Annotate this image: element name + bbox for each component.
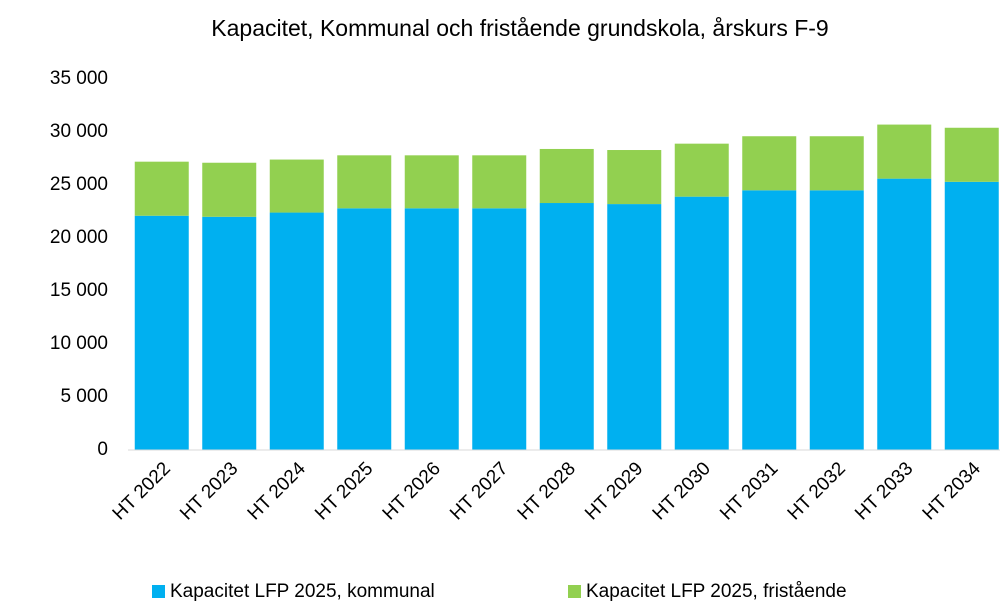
legend-swatch [568,585,581,598]
x-tick-label: HT 2024 [244,458,310,524]
bar-segment [337,155,392,209]
bar-segment [877,178,932,450]
bar-segment [809,190,864,451]
x-tick-label: HT 2026 [379,458,445,524]
y-tick-label: 20 000 [50,227,108,248]
bar-segment [269,159,324,213]
bar-segment [539,148,594,204]
x-tick-label: HT 2029 [581,458,647,524]
y-tick-label: 30 000 [50,121,108,142]
bar-segment [472,155,527,209]
bar-segment [134,161,189,216]
legend-swatch [152,585,165,598]
bar-segment [472,208,527,450]
chart-title: Kapacitet, Kommunal och fristående grund… [211,15,828,41]
x-tick-label: HT 2032 [784,458,850,524]
bar-segment [607,150,662,205]
bar-segment [944,181,999,450]
bar-segment [202,162,257,217]
x-tick-label: HT 2031 [716,458,782,524]
x-tick-label: HT 2025 [311,458,377,524]
x-tick-label: HT 2030 [649,458,715,524]
bar-segment [674,196,729,450]
legend-label: Kapacitet LFP 2025, kommunal [170,581,435,602]
y-tick-label: 25 000 [50,174,108,195]
x-tick-label: HT 2033 [851,458,917,524]
bar-segment [404,155,459,209]
x-tick-label: HT 2022 [109,458,175,524]
bar-segment [674,143,729,197]
bar-segment [809,136,864,191]
x-tick-label: HT 2028 [514,458,580,524]
y-tick-label: 0 [97,439,108,460]
bar-segment [539,203,594,450]
x-tick-label: HT 2023 [176,458,242,524]
bar-segment [944,127,999,182]
bar-segment [607,204,662,450]
legend-label: Kapacitet LFP 2025, fristående [586,581,847,602]
y-tick-label: 5 000 [60,386,108,407]
y-tick-label: 10 000 [50,333,108,354]
x-tick-label: HT 2027 [446,458,512,524]
bar-segment [202,216,257,450]
bar-segment [742,190,797,451]
bar-segment [134,215,189,450]
bar-segment [269,212,324,450]
bar-segment [742,136,797,191]
bar-segment [404,208,459,450]
x-tick-label: HT 2034 [919,458,985,524]
bar-segment [337,208,392,450]
y-tick-label: 35 000 [50,68,108,89]
bar-segment [877,124,932,179]
y-tick-label: 15 000 [50,280,108,301]
